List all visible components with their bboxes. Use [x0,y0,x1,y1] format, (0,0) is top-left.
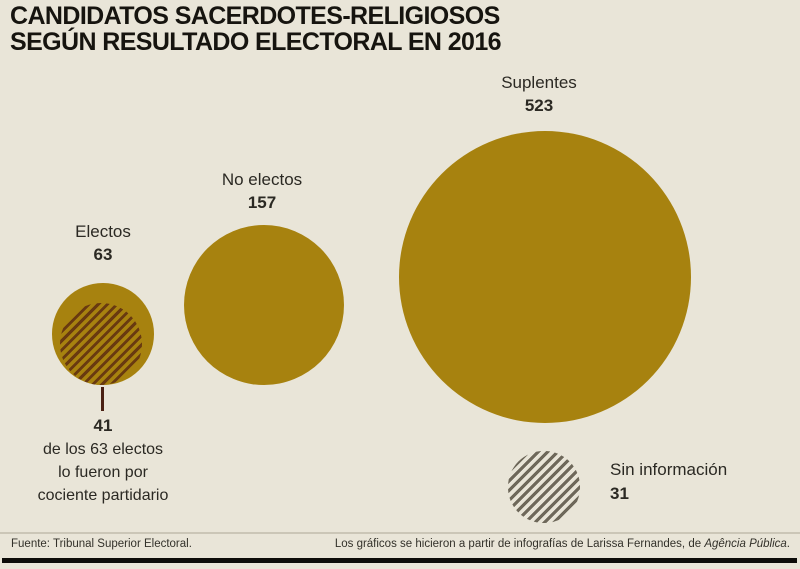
annotation-line-1: de los 63 electos [42,441,164,458]
bubble-electos-cociente-hatch [60,303,142,385]
label-suplentes-text: Suplentes [501,73,577,92]
footer-source: Fuente: Tribunal Superior Electoral. [11,538,192,550]
annotation-cociente: 41 de los 63 electos lo fueron por cocie… [12,414,194,507]
label-electos: Electos 63 [33,220,173,266]
footer-credit: Los gráficos se hicieron a partir de inf… [335,538,790,550]
label-suplentes: Suplentes 523 [464,71,614,117]
footer-credit-period: . [786,538,790,550]
label-no-electos-text: No electos [221,170,303,189]
bubble-suplentes [398,130,692,424]
footer-credit-publication: Agência Pública [704,538,787,550]
label-no-electos: No electos 157 [187,168,337,214]
bubble-sin-informacion [508,451,580,523]
label-electos-value: 63 [93,245,113,264]
annotation-line-3: cociente partidario [37,487,169,504]
chart-title-line-2: SEGÚN RESULTADO ELECTORAL EN 2016 [10,28,502,56]
label-electos-text: Electos [75,222,131,241]
label-no-electos-value: 157 [247,193,277,212]
bubble-no-electos [183,224,345,386]
footer-credit-text: Los gráficos se hicieron a partir de inf… [334,538,705,550]
label-sin-informacion-text: Sin información [610,460,728,479]
chart-title: CANDIDATOS SACERDOTES-RELIGIOSOS SEGÚN R… [10,2,502,56]
footer-black-bar [2,558,797,563]
label-sin-informacion: Sin información 31 [610,458,780,506]
chart-title-line-1: CANDIDATOS SACERDOTES-RELIGIOSOS [10,2,500,30]
annotation-leader-line [101,387,104,411]
label-sin-informacion-value: 31 [610,484,629,503]
footer-divider [0,532,800,534]
annotation-line-2: lo fueron por [58,464,148,481]
label-suplentes-value: 523 [524,96,554,115]
annotation-value: 41 [93,416,113,435]
